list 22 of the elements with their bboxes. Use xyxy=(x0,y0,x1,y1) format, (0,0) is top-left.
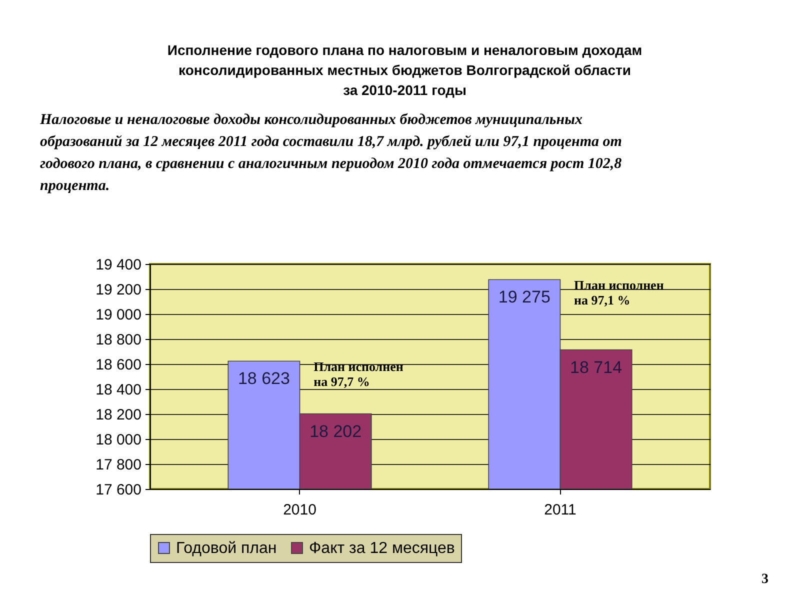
legend-label: Годовой план xyxy=(176,540,277,557)
y-tick-label: 17 800 xyxy=(96,456,142,474)
x-tick-label: 2010 xyxy=(283,502,316,518)
annotation: План исполнен на 97,1 % xyxy=(574,278,664,308)
chart-title: Исполнение годового плана по налоговым и неналоговым доходам консолидированных местных бюджетов Волгоградской области за 2010-2011 годы xyxy=(167,42,642,98)
y-tick-label: 18 000 xyxy=(96,432,142,448)
legend-label: Факт за 12 месяцев xyxy=(309,540,455,557)
text: 3 xyxy=(762,572,768,587)
x-tick-label: 2011 xyxy=(544,502,576,518)
y-tick-label: 18 600 xyxy=(96,356,142,374)
y-tick-label: 19 000 xyxy=(96,306,142,324)
data-label: 18 202 xyxy=(310,422,362,441)
data-label: 18 623 xyxy=(238,369,290,388)
y-tick-label: 19 200 xyxy=(96,282,142,298)
y-tick-label: 18 800 xyxy=(96,332,142,348)
chart-subtitle: Налоговые и неналоговые доходы консолидированных бюджетов муниципальных образований за 12 месяцев 2011 года составили 18,7 млрд. рублей или 97,1 процента от годового плана, в сравнении с аналогичным периодом 2010 года отмечается рост 102,8 процента. xyxy=(39,112,622,194)
y-tick-label: 19 400 xyxy=(96,256,142,274)
data-label: 19 275 xyxy=(498,288,550,307)
y-tick-label: 18 200 xyxy=(96,406,142,424)
data-label: 18 714 xyxy=(570,358,622,377)
y-tick-label: 18 400 xyxy=(96,382,142,398)
y-tick-label: 17 600 xyxy=(96,482,142,498)
